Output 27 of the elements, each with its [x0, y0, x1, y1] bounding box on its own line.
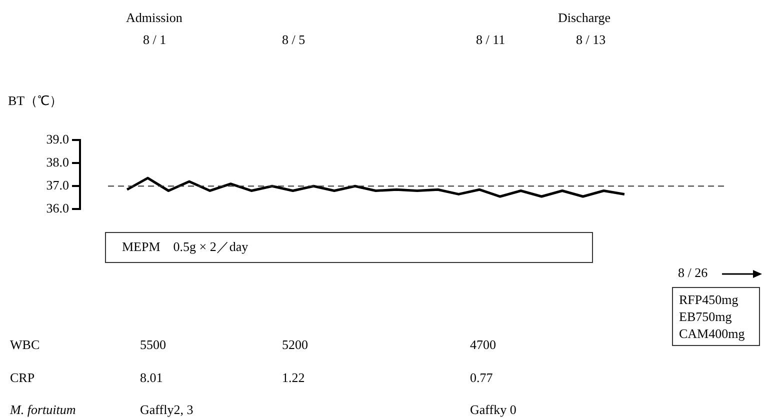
y-tick-label: 39.0 — [46, 131, 69, 146]
text: WBC — [10, 337, 40, 353]
text: 5500 — [140, 337, 166, 353]
text: 0.77 — [470, 370, 493, 386]
text: CAM400mg — [679, 325, 746, 342]
text: 4700 — [470, 337, 496, 353]
text: 8 / 1 — [143, 32, 166, 48]
text: RFP450mg — [679, 291, 740, 308]
y-axis-title: BT（℃） — [8, 92, 63, 110]
text: Admission — [126, 10, 182, 26]
y-tick-label: 37.0 — [46, 178, 69, 193]
text: EB750mg — [679, 308, 733, 325]
text: 8 / 13 — [576, 32, 606, 48]
text: 8 / 26 — [678, 265, 708, 281]
text: 8 / 11 — [476, 32, 506, 48]
text: Discharge — [558, 10, 610, 26]
y-tick-label: 36.0 — [46, 200, 69, 216]
text: 8.01 — [140, 370, 163, 386]
text: CRP — [10, 370, 35, 386]
text: Gaffly2, 3 — [140, 402, 194, 418]
text: MEPM 0.5g × 2／day — [105, 232, 593, 263]
text: 8 / 5 — [282, 32, 306, 48]
y-tick-label: 38.0 — [46, 154, 69, 170]
text: 1.22 — [282, 370, 305, 386]
text: 5200 — [282, 337, 308, 353]
text: Gaffky 0 — [470, 402, 516, 418]
text: M. fortuitum — [10, 402, 76, 418]
